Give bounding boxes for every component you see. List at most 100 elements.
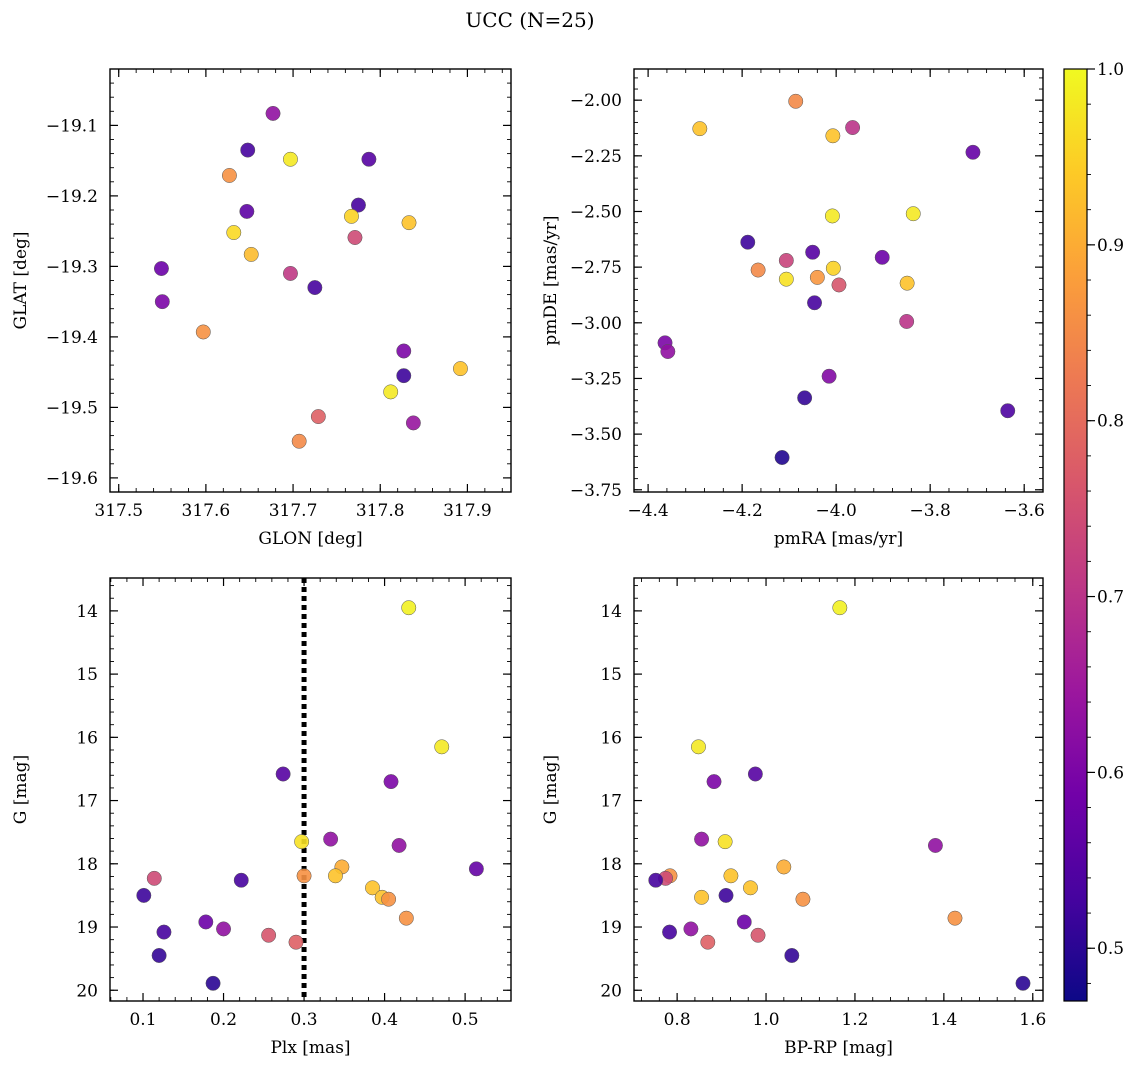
colorbar-gradient (1063, 68, 1088, 1002)
x-tick-label: 1.0 (753, 1010, 780, 1030)
data-point (391, 838, 407, 853)
data-point (239, 203, 255, 219)
data-point (1000, 403, 1016, 419)
x-tick-label: −3.6 (1004, 501, 1045, 521)
data-point (778, 271, 794, 287)
data-point (198, 914, 214, 930)
data-point (965, 144, 981, 160)
data-point (398, 910, 414, 926)
y-tick-label: −19.6 (46, 469, 98, 489)
data-point (947, 910, 963, 926)
data-point (328, 868, 343, 884)
data-point (323, 831, 339, 847)
data-point (265, 105, 281, 121)
data-point (824, 208, 840, 224)
data-point (233, 872, 249, 888)
data-point (296, 868, 312, 884)
y-tick-label: 18 (76, 855, 98, 875)
x-tick-label: 0.5 (452, 1010, 479, 1030)
data-point (146, 870, 162, 886)
y-tick-label: −2.00 (570, 91, 622, 111)
y-axis-label: pmDE [mas/yr] (541, 215, 561, 345)
y-tick-label: 19 (600, 918, 622, 938)
y-tick-label: −2.50 (570, 202, 622, 222)
x-axis-label: GLON [deg] (258, 529, 362, 549)
data-point (310, 409, 326, 425)
y-tick-label: 14 (600, 602, 622, 622)
data-point (899, 314, 915, 329)
data-point (221, 168, 237, 183)
data-point (347, 230, 363, 245)
plot-frame (633, 577, 1044, 1002)
data-point (795, 891, 811, 907)
data-point (874, 249, 890, 265)
colorbar: 0.5 0.6 0.7 0.8 0.9 1.0 (1063, 60, 1124, 1002)
data-point (821, 368, 837, 384)
data-point (743, 880, 758, 896)
x-tick-label: −4.0 (816, 501, 857, 521)
data-point (1015, 975, 1031, 991)
data-point (905, 206, 921, 222)
colorbar-tick-label: 0.5 (1097, 939, 1124, 959)
data-point (154, 294, 170, 310)
y-axis-label: GLAT [deg] (11, 231, 31, 329)
data-point (717, 834, 733, 850)
panel-pmra-pmde: −4.4 −4.2 −4.0 −3.8 −3.6 −2.00 −2.25 −2.50 −2.75… (541, 68, 1045, 549)
x-tick-label: −3.8 (910, 501, 951, 521)
data-point (261, 927, 277, 943)
y-tick-label: −2.75 (570, 258, 622, 278)
panel-plx-g: 0.1 0.2 0.3 0.4 0.5 14 15 16 17 18 19 20 Plx [mas] G … (11, 577, 512, 1058)
data-point (151, 948, 167, 963)
y-tick-label: 19 (76, 918, 98, 938)
y-tick-label: −19.2 (46, 187, 98, 207)
x-tick-label: 317.9 (443, 501, 492, 521)
data-point (700, 934, 716, 950)
data-point (275, 766, 291, 782)
y-tick-label: −19.1 (46, 116, 98, 136)
x-tick-label: −4.2 (721, 501, 762, 521)
y-tick-label: 18 (600, 855, 622, 875)
y-axis-label: G [mag] (541, 755, 561, 824)
y-tick-label: −3.50 (570, 425, 622, 445)
data-point (660, 344, 676, 359)
y-tick-label: 15 (600, 665, 622, 685)
data-point (240, 142, 256, 158)
data-point (365, 880, 380, 896)
data-point (927, 838, 943, 853)
data-point (381, 891, 397, 907)
data-point (691, 739, 706, 755)
data-point (797, 390, 813, 406)
data-point (788, 93, 804, 109)
y-tick-label: −2.25 (570, 147, 622, 167)
data-point (283, 266, 298, 281)
colorbar-tick-label: 1.0 (1097, 60, 1124, 80)
y-tick-label: 16 (600, 728, 622, 748)
plot-frame (633, 68, 1044, 493)
data-point (344, 208, 359, 224)
data-point (216, 921, 231, 937)
data-point (283, 151, 298, 167)
data-point (648, 872, 664, 888)
x-axis-label: Plx [mas] (270, 1038, 350, 1058)
data-point (845, 120, 861, 136)
y-tick-label: 17 (600, 792, 622, 812)
y-tick-label: 15 (76, 665, 98, 685)
y-tick-label: 20 (76, 981, 98, 1001)
x-tick-label: 1.6 (1019, 1010, 1046, 1030)
y-tick-label: −3.75 (570, 481, 622, 501)
data-point (452, 361, 468, 377)
y-tick-label: −3.00 (570, 314, 622, 334)
data-point (662, 924, 678, 940)
y-tick-label: −19.5 (46, 398, 98, 418)
x-tick-label: 0.3 (291, 1010, 318, 1030)
y-tick-label: 16 (76, 728, 98, 748)
x-axis-label: pmRA [mas/yr] (774, 529, 903, 549)
colorbar-tick-label: 0.9 (1097, 236, 1124, 256)
data-point (205, 975, 221, 991)
data-point (383, 774, 399, 790)
data-point (718, 887, 734, 903)
y-tick-label: 20 (600, 981, 622, 1001)
data-point (468, 861, 484, 877)
data-point (136, 887, 152, 903)
